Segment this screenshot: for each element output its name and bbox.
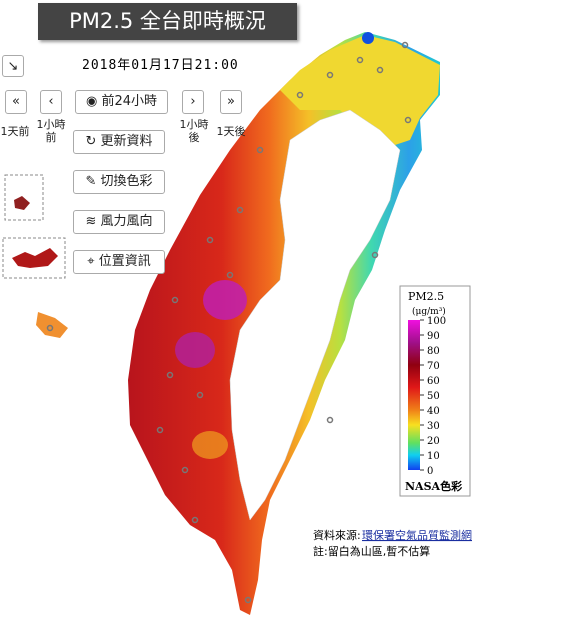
forward-day-label: 1天後	[216, 125, 246, 138]
button-label: 位置資訊	[98, 254, 151, 269]
forward-day-button[interactable]: »	[220, 90, 242, 114]
legend-tick-label: 90	[427, 331, 440, 342]
legend-tick-label: 70	[427, 361, 440, 372]
legend-tick-label: 50	[427, 391, 440, 402]
action-button[interactable]: ✎ 切換色彩	[73, 170, 165, 194]
blue-spot	[362, 32, 374, 44]
forward-hour-label: 1小時後	[179, 118, 209, 144]
action-button[interactable]: ≋ 風力風向	[73, 210, 165, 234]
north-zone	[280, 35, 440, 150]
past24-button[interactable]: ◉ 前24小時	[75, 90, 168, 114]
back-hour-button[interactable]: ‹	[40, 90, 62, 114]
mountain-area	[229, 109, 401, 521]
stations	[46, 41, 412, 604]
legend-tick-label: 80	[427, 346, 440, 357]
note: 註:留白為山區,暫不估算	[313, 544, 430, 558]
hotspot	[203, 280, 247, 320]
legend-tick-label: 20	[427, 436, 440, 447]
legend-tick-label: 30	[427, 421, 440, 432]
legend-tick-label: 10	[427, 451, 440, 462]
action-button[interactable]: ↻ 更新資料	[73, 130, 165, 154]
kinmen-inset	[4, 174, 44, 221]
matsu	[12, 248, 58, 268]
kinmen	[14, 196, 30, 210]
source-label: 資料來源:	[313, 528, 361, 542]
button-label: 風力風向	[100, 214, 153, 229]
button-label: 切換色彩	[100, 174, 153, 189]
hotspot	[175, 332, 215, 368]
button-label: 前24小時	[101, 94, 158, 109]
legend-tick-label: 40	[427, 406, 440, 417]
legend-title: PM2.5	[408, 290, 444, 303]
back-hour-label: 1小時前	[36, 118, 66, 144]
source-link[interactable]: 環保署空氣品質監測網	[362, 528, 472, 542]
penghu	[36, 312, 68, 338]
back-day-button[interactable]: «	[5, 90, 27, 114]
legend-tick-label: 60	[427, 376, 440, 387]
legend-tick-label: 100	[427, 316, 446, 327]
button-label: 更新資料	[100, 134, 153, 149]
forward-hour-button[interactable]: ›	[182, 90, 204, 114]
collapse-button[interactable]: ↘	[2, 55, 24, 77]
legend-tick-label: 0	[427, 466, 433, 477]
back-day-label: 1天前	[0, 125, 30, 138]
hotspot	[192, 431, 228, 459]
title: PM2.5 全台即時概況	[38, 3, 297, 40]
matsu-inset	[2, 237, 66, 279]
action-button[interactable]: ⌖ 位置資訊	[73, 250, 165, 274]
legend-unit: (μg/m³)	[412, 306, 446, 317]
legend-palette: NASA色彩	[405, 479, 462, 493]
legend-bar	[408, 320, 420, 470]
datetime: 2018年01月17日21:00	[82, 58, 239, 73]
